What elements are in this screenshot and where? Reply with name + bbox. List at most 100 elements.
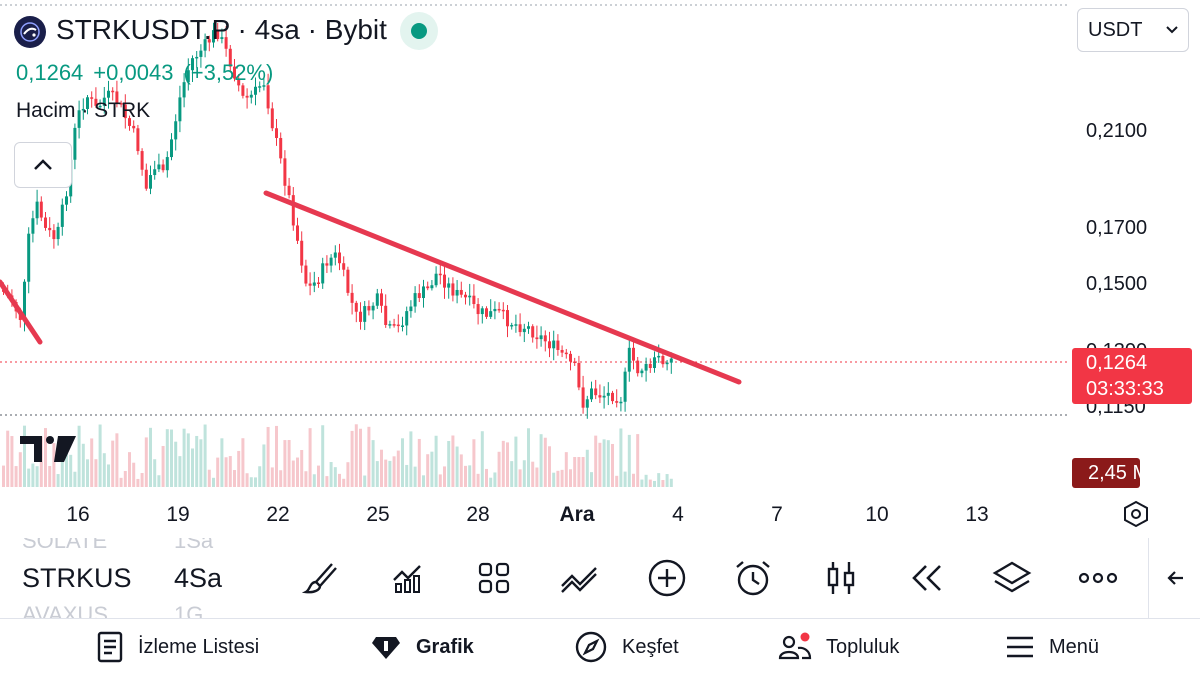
toolbar-interval-picker[interactable]: 4Sa [174,563,223,593]
candle-body [195,56,199,59]
volume-bar [233,470,236,487]
price-chart[interactable] [0,0,1070,490]
volume-bar [510,461,514,487]
nav-watchlist[interactable]: İzleme Listesi [96,629,259,665]
nav-chart[interactable]: Grafik [370,629,474,665]
volume-bar [623,471,627,487]
candle-body [518,324,522,333]
title-sep-1: · [229,14,255,45]
volume-bar [497,451,501,487]
nav-community-label: Topluluk [826,635,900,658]
candle-body [325,263,329,266]
volume-bar [35,466,39,487]
nav-community[interactable]: Topluluk [778,629,899,665]
candle-body [178,97,182,122]
drawing-tool-button[interactable] [298,556,342,600]
candle-body [287,185,291,196]
candle-body [346,269,350,293]
candle-body [165,157,169,171]
volume-bar [27,468,31,487]
candle-body [489,311,493,317]
watchlist-icon [97,631,123,663]
add-button[interactable] [645,556,689,600]
candle-body [111,90,115,93]
candle-body [384,305,388,325]
volume-bar [422,475,425,487]
candle-body [497,308,501,311]
candle-body [321,263,325,284]
candle-body [367,306,371,311]
chart-type-button[interactable] [819,556,863,600]
volume-bar [258,466,262,487]
volume-bar [241,438,245,487]
candle-body [556,340,560,350]
alert-button[interactable] [731,556,775,600]
volume-bar [178,456,182,487]
replay-button[interactable] [904,556,948,600]
object-tree-button[interactable] [990,556,1034,600]
candle-body [65,196,68,205]
more-button[interactable] [1076,556,1120,600]
candle-body [653,357,656,369]
candle-body [359,311,362,322]
volume-bar [10,436,14,487]
toolbar-symbol-picker[interactable]: STRKUS [22,563,132,593]
volume-bar [98,424,102,487]
volume-bar [380,449,383,487]
time-axis[interactable]: 16 19 22 25 28 Ara 4 7 10 13 [0,490,1200,538]
layers-icon [992,561,1032,593]
bottom-toolbar: SOLATE 1Sa AVAXUS 1G STRKUS 4Sa [0,538,1200,619]
volume-bar [48,466,52,487]
volume-bar [594,435,598,487]
candle-body [241,85,245,96]
nav-explore[interactable]: Keşfet [574,629,679,665]
volume-bar [228,456,232,487]
candle-body [560,349,564,353]
time-axis-label: Ara [559,503,595,526]
indicators-button[interactable] [386,556,430,600]
candle-body [182,82,186,98]
volume-bar [409,431,413,487]
chart-area[interactable] [0,0,1070,490]
volume-bar [245,473,249,487]
volume-bar [249,477,253,487]
candle-body [317,282,320,284]
alarm-clock-icon [736,561,770,596]
symbol-title[interactable]: STRKUSDT.P · 4sa · Bybit [56,14,387,46]
candle-body [207,39,211,43]
volume-bar [182,428,186,487]
chart-settings-button[interactable] [1122,500,1150,533]
volume-bar [640,479,644,487]
volume-indicator-label[interactable]: Hacim · STRK [16,99,151,122]
candle-body [300,240,304,266]
chevron-down-icon [1166,26,1178,34]
volume-bar [102,453,106,487]
volume-bar [438,474,442,487]
patterns-button[interactable] [558,556,602,600]
collapse-legend-button[interactable] [14,142,72,188]
ghost-interval-above: 1Sa [174,538,214,553]
candle-body [73,127,77,160]
volume-bar [539,434,543,487]
toolbar-scroll-button[interactable] [1148,538,1200,618]
trend-line-main [263,190,742,385]
volume-bar [132,462,136,487]
volume-bar [262,444,266,487]
currency-select[interactable]: USDT [1077,8,1189,52]
layout-button[interactable] [472,556,516,600]
volume-bar [220,438,224,487]
volume-bar [203,424,207,487]
volume-bar [317,465,320,487]
volume-bar [275,425,278,487]
market-status-icon[interactable] [400,12,438,50]
nav-menu[interactable]: Menü [1005,629,1099,665]
chart-diamond-icon [372,637,400,659]
candle-body [375,293,379,306]
settings-hexagon-icon [1124,500,1148,528]
volume-bar [346,462,350,487]
candle-body [401,325,404,327]
volume-bar [669,478,673,487]
candle-body [107,90,110,98]
volume-bar [77,425,81,487]
volume-bar [468,465,472,487]
